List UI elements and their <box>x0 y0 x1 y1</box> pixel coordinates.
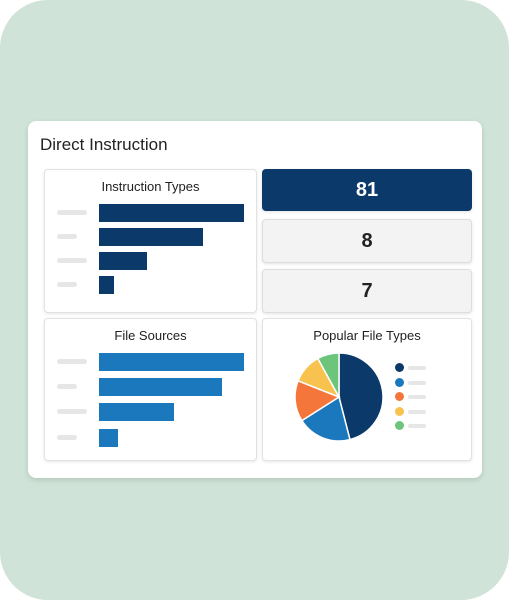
bar-row <box>45 429 256 447</box>
legend-dot <box>395 363 404 372</box>
legend-dot <box>395 392 404 401</box>
legend-dot <box>395 421 404 430</box>
file-sources-title: File Sources <box>114 328 187 343</box>
instruction-types-title: Instruction Types <box>101 179 200 194</box>
instruction-types-bar-3 <box>99 252 147 270</box>
popular-file-types-legend <box>263 319 471 460</box>
dashboard-title: Direct Instruction <box>40 135 168 154</box>
legend-label-placeholder <box>408 395 426 399</box>
dashboard-card: Direct Instruction Instruction Types <box>28 121 482 478</box>
stat-card-secondary[interactable]: 8 <box>262 219 472 263</box>
bar-row <box>45 252 256 270</box>
bar-row <box>45 276 256 294</box>
file-sources-bar-1 <box>99 353 244 371</box>
legend-label-placeholder <box>408 366 426 370</box>
instruction-types-bar-4 <box>99 276 114 294</box>
stat-value: 7 <box>361 279 373 302</box>
stat-card-primary[interactable]: 81 <box>262 169 472 211</box>
legend-item-2 <box>395 377 435 388</box>
file-sources-panel: File Sources <box>44 318 257 461</box>
bar-row <box>45 403 256 421</box>
instruction-types-panel: Instruction Types <box>44 169 257 313</box>
file-sources-bar-3 <box>99 403 175 421</box>
legend-item-1 <box>395 363 435 373</box>
bar-label-placeholder <box>57 359 87 364</box>
instruction-types-bar-2 <box>99 228 204 246</box>
file-sources-bar-4 <box>99 429 118 447</box>
pie-slice-2 <box>300 395 351 442</box>
bar-row <box>45 204 256 222</box>
popular-file-types-title: Popular File Types <box>313 328 421 343</box>
legend-item-5 <box>395 421 435 431</box>
bar-label-placeholder <box>57 409 87 414</box>
bar-row <box>45 228 256 246</box>
bar-row <box>45 378 256 396</box>
bar-label-placeholder <box>57 282 77 287</box>
instruction-types-chart <box>45 204 256 304</box>
bar-label-placeholder <box>57 210 87 215</box>
legend-label-placeholder <box>408 424 426 428</box>
file-sources-bar-2 <box>99 378 223 396</box>
file-sources-chart <box>45 353 256 453</box>
bar-label-placeholder <box>57 258 87 263</box>
legend-label-placeholder <box>408 380 426 385</box>
legend-label-placeholder <box>408 409 426 414</box>
legend-item-4 <box>395 406 435 417</box>
bar-label-placeholder <box>57 234 77 239</box>
stat-value: 81 <box>355 178 379 201</box>
popular-file-types-panel: Popular File Types <box>262 318 472 461</box>
legend-item-3 <box>395 392 435 402</box>
instruction-types-bar-1 <box>99 204 244 222</box>
legend-dot <box>395 377 404 387</box>
popular-file-types-pie-chart <box>294 352 384 442</box>
legend-dot <box>395 406 404 416</box>
pie-slice-5 <box>316 352 340 398</box>
stat-value: 8 <box>361 229 373 252</box>
bar-row <box>45 353 256 371</box>
stat-card-tertiary[interactable]: 7 <box>262 269 472 313</box>
bar-label-placeholder <box>57 435 77 440</box>
bar-label-placeholder <box>57 384 77 389</box>
pie-slice-1 <box>338 352 384 441</box>
